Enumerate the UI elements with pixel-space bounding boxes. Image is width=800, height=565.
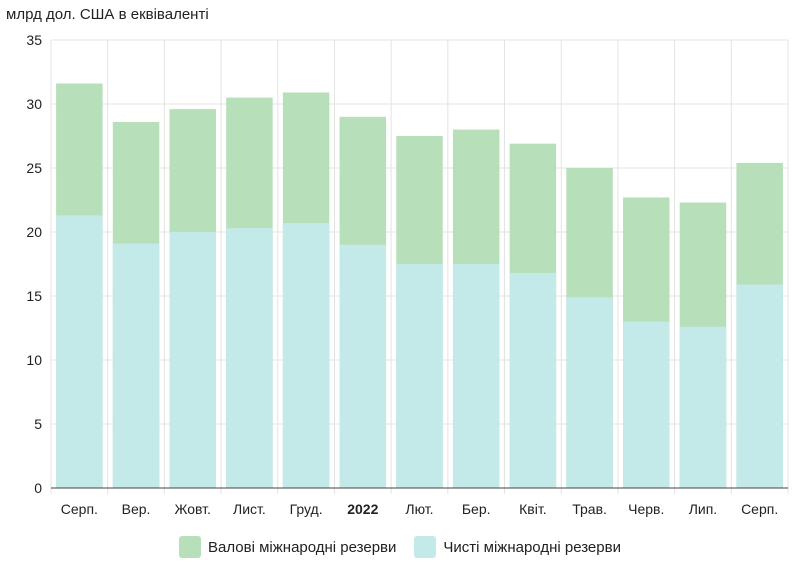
x-tick-label: Квіт.: [519, 501, 546, 517]
bar-net: [396, 264, 443, 488]
legend-item-net[interactable]: Чисті міжнародні резерви: [414, 536, 621, 558]
y-axis-unit-label: млрд дол. США в еквіваленті: [6, 6, 209, 23]
y-tick-label: 5: [34, 416, 42, 432]
bar-net: [282, 223, 330, 489]
bar-net: [736, 284, 783, 488]
bar-net: [623, 321, 670, 488]
bar-net: [56, 215, 103, 489]
bar-net: [226, 228, 273, 488]
x-tick-label: Серп.: [741, 501, 778, 517]
y-tick-label: 25: [26, 160, 42, 176]
bar-net: [169, 232, 216, 488]
bar-net: [509, 272, 557, 488]
x-tick-label: Черв.: [628, 501, 664, 517]
y-tick-label: 20: [26, 224, 42, 240]
x-tick-label: Лист.: [233, 501, 266, 517]
x-tick-label: Трав.: [572, 501, 607, 517]
legend-label-gross: Валові міжнародні резерви: [208, 538, 397, 556]
x-tick-label: Лют.: [405, 501, 433, 517]
y-tick-label: 35: [26, 32, 42, 48]
y-tick-label: 10: [26, 352, 42, 368]
bar-net: [339, 244, 387, 488]
legend-swatch-gross: [179, 536, 202, 558]
y-tick-label: 30: [26, 96, 42, 112]
x-tick-label: Жовт.: [175, 501, 211, 517]
bar-net: [452, 264, 500, 488]
x-tick-label: Лип.: [689, 501, 717, 517]
y-tick-label: 15: [26, 288, 42, 304]
legend-label-net: Чисті міжнародні резерви: [443, 538, 621, 556]
bar-net: [679, 326, 727, 488]
legend-swatch-net: [414, 536, 437, 558]
y-tick-label: 0: [34, 480, 42, 496]
x-tick-label: Серп.: [61, 501, 98, 517]
legend: Валові міжнародні резерви Чисті міжнарод…: [0, 536, 800, 558]
bar-net: [566, 297, 613, 488]
x-tick-label: 2022: [347, 501, 378, 517]
legend-item-gross[interactable]: Валові міжнародні резерви: [179, 536, 396, 558]
bar-net: [112, 243, 160, 488]
x-tick-label: Бер.: [462, 501, 491, 517]
x-tick-label: Груд.: [290, 501, 323, 517]
chart-plot: 0 5 10 15 20 25 30 35 Серп. Вер. Жовт. Лист. Груд. 20…: [26, 32, 789, 517]
x-tick-label: Вер.: [122, 501, 151, 517]
